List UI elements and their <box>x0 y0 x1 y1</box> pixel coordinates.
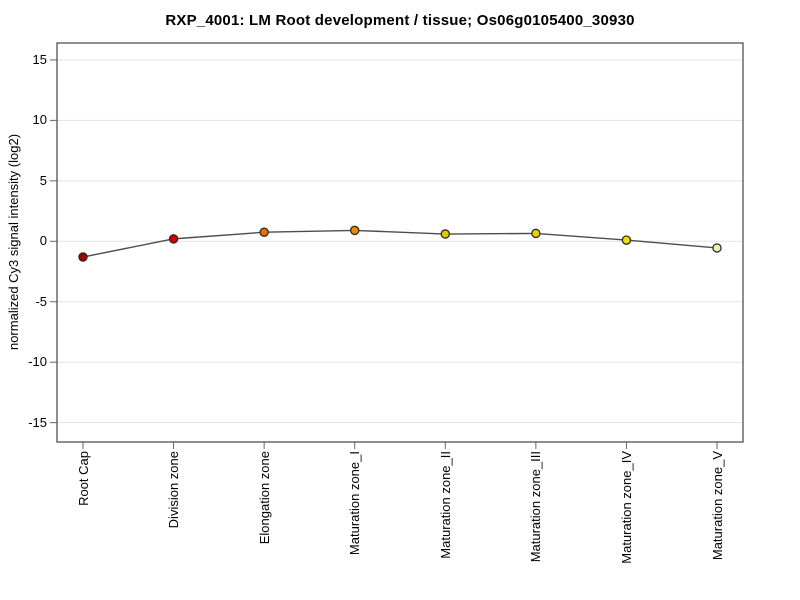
data-point <box>259 227 269 237</box>
y-tick-label: 10 <box>32 112 47 128</box>
plot-frame <box>56 42 744 443</box>
x-category-label: Elongation zone <box>256 451 272 545</box>
data-point <box>440 229 451 239</box>
chart-title: RXP_4001: LM Root development / tissue; … <box>165 12 635 29</box>
x-category-label: Root Cap <box>75 451 91 506</box>
data-point <box>531 228 541 239</box>
y-tick-label: -15 <box>28 414 47 430</box>
data-point <box>712 243 722 253</box>
y-tick-label: 0 <box>39 233 47 249</box>
y-tick-label: -5 <box>35 293 47 309</box>
y-tick-label: -10 <box>28 354 47 370</box>
data-point <box>168 234 179 244</box>
y-tick-label: 5 <box>39 172 47 188</box>
x-category-label: Maturation zone_I <box>347 451 363 556</box>
data-point <box>78 252 88 262</box>
x-category-label: Maturation zone_V <box>709 451 725 561</box>
y-tick-label: 15 <box>32 51 47 67</box>
series-line <box>82 229 718 258</box>
data-point <box>349 225 360 236</box>
data-point <box>621 235 632 245</box>
x-category-label: Division zone <box>166 451 182 529</box>
x-category-label: Maturation zone_III <box>528 451 544 563</box>
x-category-label: Maturation zone_IV <box>618 451 634 564</box>
x-category-label: Maturation zone_II <box>437 451 453 559</box>
